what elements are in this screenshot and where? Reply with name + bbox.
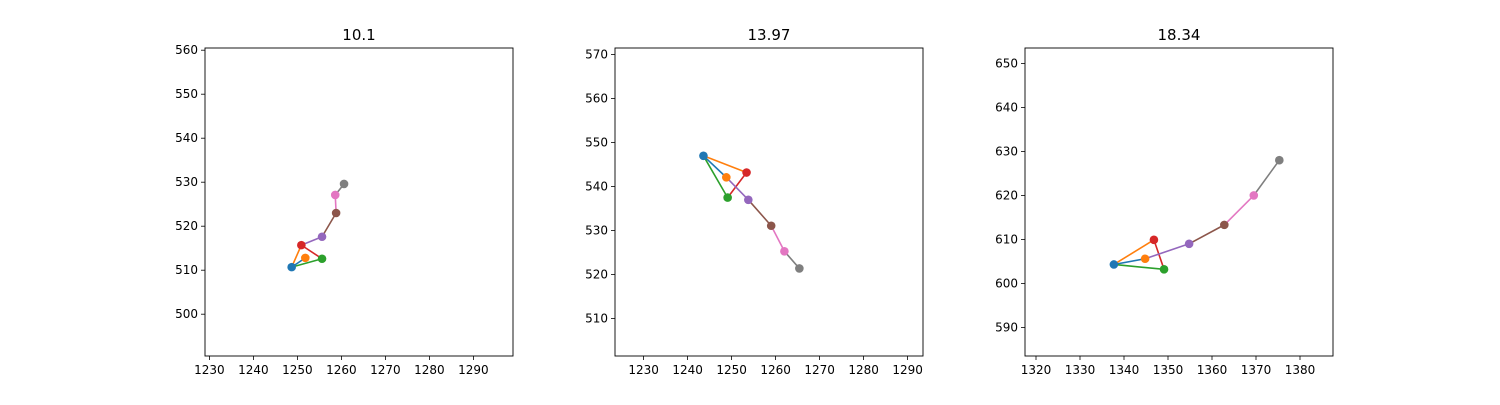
y-tick-label: 530 xyxy=(175,175,198,189)
x-tick-label: 1320 xyxy=(1021,363,1052,377)
y-tick-label: 510 xyxy=(175,263,198,277)
series-segment xyxy=(726,171,748,199)
series-segment xyxy=(1144,243,1190,260)
y-tick-label: 650 xyxy=(995,56,1018,70)
x-tick-label: 1370 xyxy=(1241,363,1272,377)
series-segment xyxy=(1113,257,1146,266)
data-point xyxy=(317,254,327,264)
data-point xyxy=(330,190,340,200)
data-point xyxy=(742,168,751,177)
data-point xyxy=(766,221,776,231)
y-tick-label: 550 xyxy=(175,87,198,101)
x-tick-label: 1250 xyxy=(716,363,747,377)
series-segment xyxy=(725,176,750,201)
series-segment xyxy=(321,212,337,238)
series-segment xyxy=(770,224,786,253)
x-tick-label: 1290 xyxy=(892,363,923,377)
y-tick-label: 520 xyxy=(585,268,608,282)
data-point xyxy=(339,179,349,189)
y-tick-label: 600 xyxy=(995,276,1018,290)
y-tick-label: 560 xyxy=(175,43,198,57)
data-point xyxy=(1249,191,1259,200)
x-tick-label: 1260 xyxy=(760,363,791,377)
series-segment xyxy=(1253,159,1281,197)
series-segment xyxy=(290,257,323,268)
series-segment xyxy=(702,155,728,179)
subplot-2: 13.97 1230 1240 1250 1260 1270 1280 1290 510 520 5… xyxy=(585,26,924,377)
data-point xyxy=(301,253,310,263)
data-point xyxy=(1275,155,1284,165)
axes-frame xyxy=(614,47,924,357)
y-tick-label: 540 xyxy=(175,131,198,145)
data-point xyxy=(1184,239,1194,249)
y-tick-label: 610 xyxy=(995,232,1018,246)
y-tick-label: 500 xyxy=(175,307,198,321)
x-tick-label: 1260 xyxy=(326,363,357,377)
y-tick-label: 620 xyxy=(995,188,1018,202)
axes-frame xyxy=(1024,47,1334,357)
data-point xyxy=(1159,265,1169,274)
x-tick-label: 1330 xyxy=(1065,363,1096,377)
data-point xyxy=(1220,220,1229,230)
axes-frame xyxy=(204,47,514,357)
data-point xyxy=(331,208,341,218)
x-tick-label: 1270 xyxy=(370,363,401,377)
data-point xyxy=(317,232,327,242)
data-point xyxy=(795,264,804,273)
y-tick-label: 590 xyxy=(995,320,1018,334)
y-tick-label: 570 xyxy=(585,48,608,62)
series-segment xyxy=(702,155,748,174)
data-point xyxy=(699,151,708,161)
x-tick-label: 1380 xyxy=(1285,363,1316,377)
x-tick-label: 1340 xyxy=(1109,363,1140,377)
x-tick-label: 1270 xyxy=(804,363,835,377)
data-point xyxy=(1149,235,1159,245)
x-tick-label: 1280 xyxy=(848,363,879,377)
series-segment xyxy=(702,155,729,199)
series-segment xyxy=(1113,239,1155,266)
data-point xyxy=(744,195,753,205)
y-tick-label: 640 xyxy=(995,100,1018,114)
subplot-3: 18.34 1320 1330 1340 1350 1360 1370 1380 590 600 6… xyxy=(995,26,1334,377)
x-tick-label: 1240 xyxy=(672,363,703,377)
series-segment xyxy=(1113,263,1165,271)
data-point xyxy=(297,240,306,250)
x-tick-label: 1250 xyxy=(282,363,313,377)
chart-title: 10.1 xyxy=(342,26,375,44)
y-tick-label: 550 xyxy=(585,136,608,150)
data-point xyxy=(723,193,732,202)
x-tick-label: 1350 xyxy=(1153,363,1184,377)
x-tick-label: 1290 xyxy=(458,363,489,377)
y-tick-label: 510 xyxy=(585,312,608,326)
x-tick-label: 1360 xyxy=(1197,363,1228,377)
data-point xyxy=(287,262,296,272)
x-tick-label: 1280 xyxy=(414,363,445,377)
series-segment xyxy=(747,199,773,227)
data-point xyxy=(780,246,789,256)
x-tick-label: 1230 xyxy=(628,363,659,377)
data-point xyxy=(722,173,731,182)
y-tick-label: 540 xyxy=(585,180,608,194)
y-tick-label: 630 xyxy=(995,144,1018,158)
data-point xyxy=(1140,254,1150,264)
subplot-1: 10.1 1230 1240 1250 1260 1270 1280 1290 500 510 52… xyxy=(175,26,514,377)
y-tick-label: 530 xyxy=(585,224,608,238)
series-segment xyxy=(1188,224,1226,245)
chart-title: 13.97 xyxy=(748,26,791,44)
x-tick-label: 1230 xyxy=(194,363,225,377)
data-point xyxy=(1109,260,1119,269)
y-tick-label: 560 xyxy=(585,92,608,106)
series-segment xyxy=(1223,194,1255,226)
x-tick-label: 1240 xyxy=(238,363,269,377)
y-tick-label: 520 xyxy=(175,219,198,233)
chart-title: 18.34 xyxy=(1158,26,1201,44)
